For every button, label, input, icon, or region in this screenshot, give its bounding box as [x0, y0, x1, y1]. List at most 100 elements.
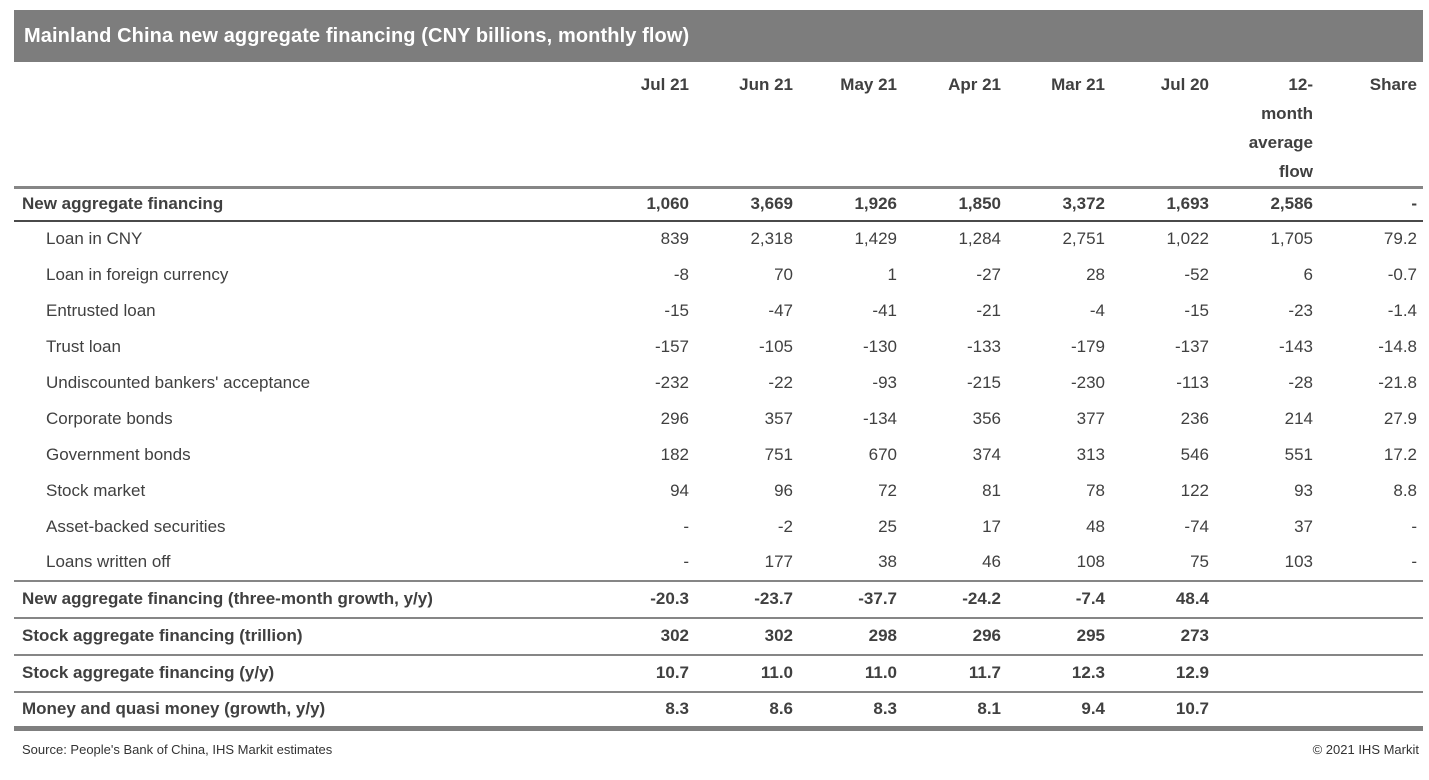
value-cell: 298: [799, 616, 903, 655]
value-cell: 10.7: [1111, 690, 1215, 731]
value-cell: 17: [982, 516, 1001, 536]
value-cell: 296: [903, 616, 1007, 655]
value-cell: 17.2: [1383, 444, 1417, 464]
column-header: Jun 21: [739, 75, 793, 94]
column-header: Apr 21: [948, 75, 1001, 94]
column-header: Mar 21: [1051, 75, 1105, 94]
table-row: Stock aggregate financing (y/y) 10.7 11.0 1…: [14, 653, 1423, 692]
value-cell: -28: [1288, 372, 1313, 392]
value-cell: 302: [591, 616, 695, 655]
value-cell: -14.8: [1378, 336, 1417, 356]
value-cell: 1,926: [799, 186, 903, 222]
value-cell: -23: [1288, 300, 1313, 320]
value-cell: -137: [1174, 336, 1209, 356]
value-cell: 670: [868, 444, 897, 464]
value-cell: 182: [660, 444, 689, 464]
value-cell: -23.7: [695, 579, 799, 618]
financing-table: Jul 21 Jun 21 May 21 Apr 21 Mar 21 Jul 20 12- …: [14, 62, 1423, 731]
value-cell: -179: [1070, 336, 1105, 356]
row-label: Loan in foreign currency: [46, 264, 229, 284]
value-cell: 11.0: [799, 653, 903, 692]
table-row: Undiscounted bankers' acceptance -232 -22 -…: [14, 365, 1423, 401]
value-cell: 8.3: [591, 690, 695, 731]
value-cell: 37: [1294, 516, 1313, 536]
value-cell: 12.9: [1111, 653, 1215, 692]
value-cell: -: [1411, 552, 1417, 571]
value-cell: -157: [654, 336, 689, 356]
value-cell: -105: [758, 336, 793, 356]
value-cell: 8.1: [903, 690, 1007, 731]
value-cell: -21.8: [1378, 372, 1417, 392]
value-cell: -22: [768, 372, 793, 392]
value-cell: [1215, 579, 1319, 618]
value-cell: 78: [1086, 480, 1105, 500]
row-label: Government bonds: [46, 444, 191, 464]
value-cell: 3,669: [695, 186, 799, 222]
value-cell: -27: [976, 264, 1001, 284]
column-header: May 21: [840, 75, 897, 94]
value-cell: 1,429: [854, 229, 897, 248]
row-label: Asset-backed securities: [46, 516, 226, 536]
value-cell: [1319, 690, 1423, 731]
value-cell: -215: [966, 372, 1001, 392]
value-cell: -: [1411, 516, 1417, 536]
row-label-header: [14, 62, 591, 188]
value-cell: -47: [768, 300, 793, 320]
column-header: Jul 20: [1160, 75, 1209, 94]
value-cell: -7.4: [1007, 579, 1111, 618]
row-label: Stock market: [46, 480, 146, 500]
row-label: Entrusted loan: [46, 300, 156, 320]
value-cell: 79.2: [1383, 229, 1417, 248]
value-cell: -8: [673, 264, 689, 284]
value-cell: 48: [1086, 516, 1105, 536]
table-row: Stock market 94 96 72 81 78 122 93 8.8: [14, 473, 1423, 509]
value-cell: 93: [1294, 480, 1313, 500]
value-cell: [1319, 653, 1423, 692]
value-cell: 313: [1076, 444, 1105, 464]
value-cell: 546: [1180, 444, 1209, 464]
value-cell: 374: [972, 444, 1001, 464]
table-row: Stock aggregate financing (trillion) 302 3…: [14, 616, 1423, 655]
value-cell: 1,850: [903, 186, 1007, 222]
value-cell: 1,060: [591, 186, 695, 222]
value-cell: [1319, 579, 1423, 618]
row-label: Trust loan: [46, 336, 121, 356]
value-cell: 8.3: [799, 690, 903, 731]
table-row: Money and quasi money (growth, y/y) 8.3 8.…: [14, 690, 1423, 731]
value-cell: 1,022: [1166, 229, 1209, 248]
value-cell: 751: [764, 444, 793, 464]
value-cell: 9.4: [1007, 690, 1111, 731]
column-header: Jul 21: [640, 75, 689, 94]
row-label: New aggregate financing: [14, 186, 591, 222]
value-cell: 214: [1284, 408, 1313, 428]
column-header: 12- month average flow: [1248, 75, 1313, 181]
value-cell: 551: [1284, 444, 1313, 464]
copyright-note: © 2021 IHS Markit: [1312, 742, 1419, 757]
value-cell: 11.7: [903, 653, 1007, 692]
value-cell: 10.7: [591, 653, 695, 692]
value-cell: 12.3: [1007, 653, 1111, 692]
row-label: Undiscounted bankers' acceptance: [46, 372, 311, 392]
value-cell: -21: [976, 300, 1001, 320]
value-cell: -15: [1184, 300, 1209, 320]
value-cell: -0.7: [1387, 264, 1417, 284]
value-cell: -230: [1070, 372, 1105, 392]
value-cell: 103: [1284, 552, 1313, 571]
value-cell: 357: [764, 408, 793, 428]
table-row: Trust loan -157 -105 -130 -133 -179 -137 -143 -1…: [14, 329, 1423, 365]
table-row: Asset-backed securities - -2 25 17 48 -74 37 -: [14, 509, 1423, 545]
value-cell: 2,751: [1062, 229, 1105, 248]
value-cell: 356: [972, 408, 1001, 428]
row-label: Stock aggregate financing (y/y): [14, 653, 591, 692]
value-cell: 75: [1190, 552, 1209, 571]
table-row: New aggregate financing 1,060 3,669 1,926 1,…: [14, 186, 1423, 222]
row-label: New aggregate financing (three-month gro…: [14, 579, 591, 618]
value-cell: 2,586: [1215, 186, 1319, 222]
table-title-bar: Mainland China new aggregate financing (…: [14, 10, 1423, 62]
value-cell: [1215, 690, 1319, 731]
value-cell: 96: [774, 480, 793, 500]
value-cell: -113: [1176, 372, 1209, 392]
value-cell: 28: [1086, 264, 1105, 284]
value-cell: -134: [862, 408, 897, 428]
value-cell: [1215, 653, 1319, 692]
